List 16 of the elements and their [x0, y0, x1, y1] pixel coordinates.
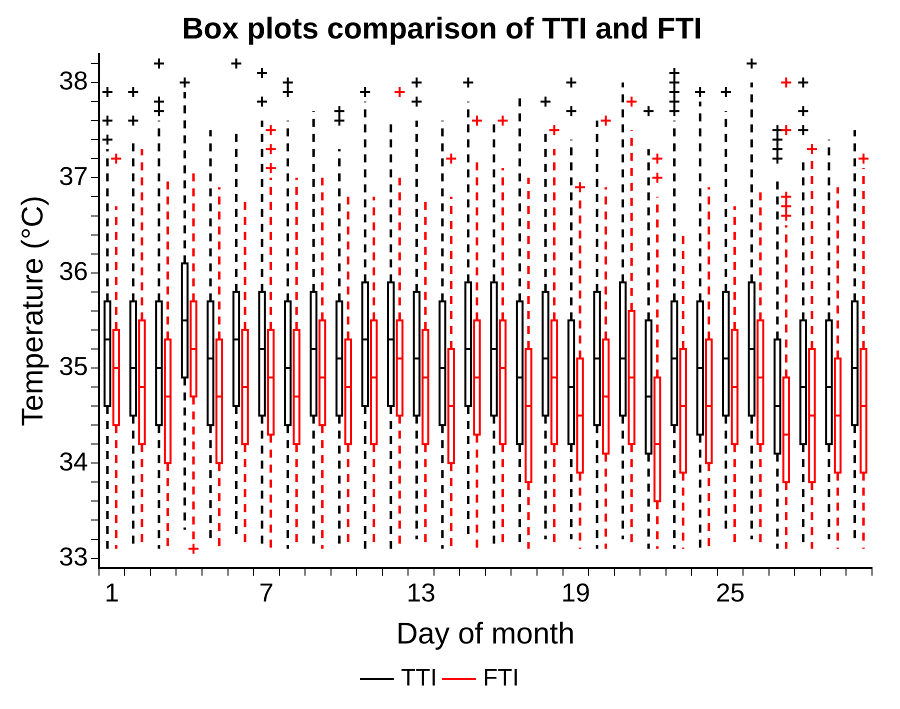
chart-title: Box plots comparison of TTI and FTI: [182, 12, 702, 46]
x-tick-label: 19: [561, 578, 590, 608]
y-tick-label: 34: [59, 446, 88, 476]
y-tick-label: 35: [59, 351, 88, 382]
x-tick-label: 7: [259, 578, 274, 608]
legend-label: TTI: [401, 664, 438, 692]
x-tick-label: 25: [716, 578, 745, 608]
x-tick-label: 1: [104, 578, 120, 608]
y-tick-label: 33: [59, 541, 88, 572]
y-axis-title: Temperature (°C): [16, 196, 50, 426]
x-axis-title: Day of month: [396, 617, 575, 650]
legend-label: FTI: [483, 664, 519, 692]
x-tick-label: 13: [406, 578, 436, 608]
y-tick-label: 37: [59, 160, 88, 191]
y-tick-label: 36: [59, 256, 88, 286]
y-tick-label: 38: [59, 66, 88, 96]
